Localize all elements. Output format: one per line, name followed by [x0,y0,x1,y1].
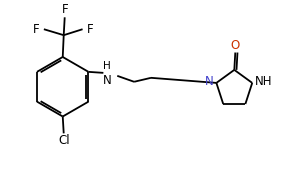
Text: O: O [231,39,240,52]
Text: NH: NH [255,75,273,88]
Text: N: N [205,75,213,88]
Text: F: F [86,23,93,36]
Text: N: N [103,74,112,87]
Text: F: F [61,3,68,16]
Text: Cl: Cl [58,134,70,147]
Text: F: F [33,23,40,36]
Text: H: H [104,61,111,71]
